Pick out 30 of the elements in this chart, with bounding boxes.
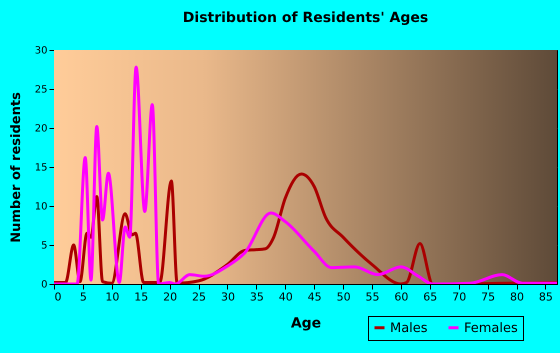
y-tick-label: 30 xyxy=(34,46,48,56)
x-tick-label: 40 xyxy=(278,290,293,304)
x-tick-label: 20 xyxy=(163,290,178,304)
x-tick-label: 15 xyxy=(134,290,148,304)
x-tick-label: 60 xyxy=(394,290,408,304)
x-tick-label: 85 xyxy=(538,290,553,304)
y-tick-label: 20 xyxy=(34,124,48,134)
y-tick-label: 25 xyxy=(34,84,48,96)
x-tick-label: 30 xyxy=(220,290,235,304)
y-tick-label: 10 xyxy=(34,202,48,212)
y-tick-label: 5 xyxy=(41,240,48,252)
chart-title: Distribution of Residents' Ages xyxy=(182,10,428,26)
x-tick-label: 80 xyxy=(510,290,524,304)
x-tick-label: 35 xyxy=(250,290,264,304)
x-tick-label: 65 xyxy=(423,290,438,304)
legend-label: Males xyxy=(390,320,428,336)
x-tick-label: 5 xyxy=(80,290,87,304)
x-tick-label: 50 xyxy=(336,290,351,304)
x-axis-title: Age xyxy=(290,316,322,332)
x-tick-label: 70 xyxy=(452,290,466,304)
x-tick-label: 0 xyxy=(54,290,62,304)
x-tick-label: 25 xyxy=(192,290,206,304)
y-axis-title: Number of residents xyxy=(8,92,24,243)
x-tick-label: 10 xyxy=(105,290,120,304)
y-tick-label: 15 xyxy=(34,162,48,174)
legend-label: Females xyxy=(464,320,518,336)
x-tick-label: 75 xyxy=(481,290,496,304)
x-tick-label: 45 xyxy=(308,290,322,304)
y-tick-label: 0 xyxy=(41,280,48,290)
x-tick-label: 55 xyxy=(365,290,380,304)
